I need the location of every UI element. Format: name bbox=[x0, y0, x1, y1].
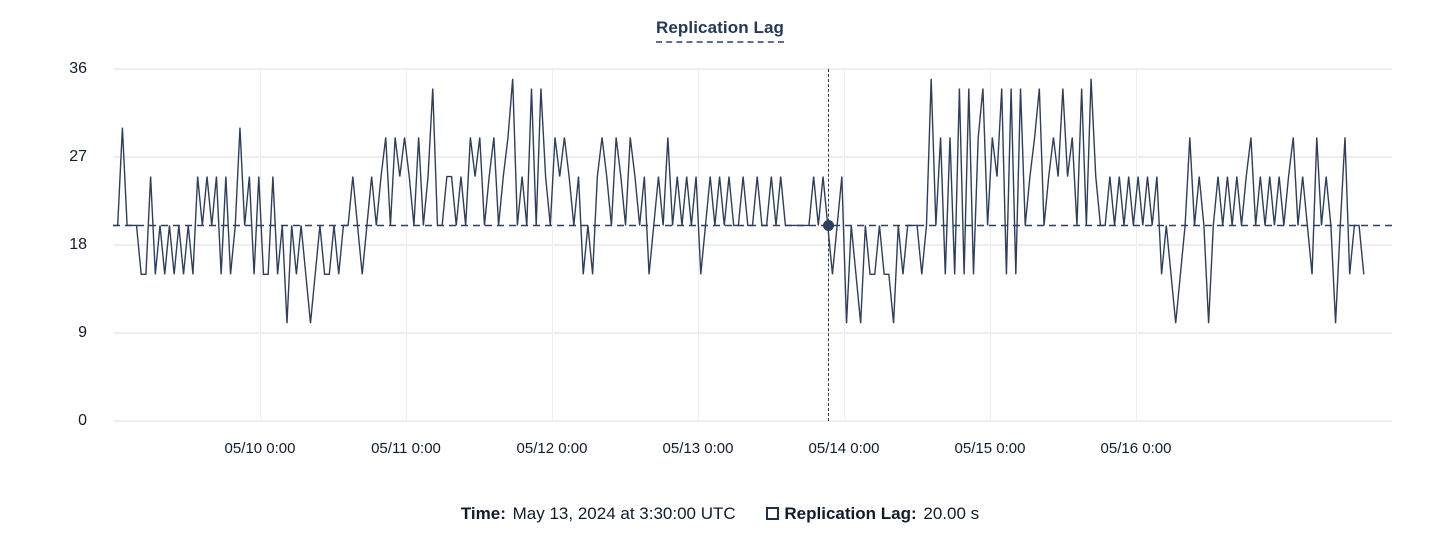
hover-crosshair-line bbox=[828, 69, 829, 421]
gridline-horizontal bbox=[113, 156, 1392, 158]
tooltip-time-label: Time: bbox=[460, 504, 506, 523]
x-axis-tick-label: 05/11 0:00 bbox=[371, 440, 441, 457]
gridline-vertical bbox=[406, 69, 407, 421]
gridline-vertical bbox=[990, 69, 991, 421]
y-axis-tick-label: 9 bbox=[78, 324, 87, 341]
gridline-horizontal bbox=[113, 244, 1392, 246]
chart-title-text[interactable]: Replication Lag bbox=[655, 18, 785, 43]
gridline-horizontal bbox=[113, 68, 1392, 70]
tooltip-series-label: Replication Lag: bbox=[784, 504, 917, 523]
x-axis-tick-label: 05/15 0:00 bbox=[954, 440, 1026, 457]
chart-title: Replication Lag bbox=[0, 18, 1440, 43]
series-line-replication-lag bbox=[113, 78, 1392, 324]
tooltip-footer: Time: May 13, 2024 at 3:30:00 UTC Replic… bbox=[0, 502, 1440, 526]
gridline-vertical bbox=[260, 69, 261, 421]
tooltip-series-group: Replication Lag: 20.00 s bbox=[766, 504, 979, 523]
tooltip-series-value: 20.00 s bbox=[923, 504, 980, 523]
series-path bbox=[113, 78, 1365, 324]
y-axis-tick-label: 36 bbox=[69, 60, 87, 77]
tooltip-time-group: Time: May 13, 2024 at 3:30:00 UTC bbox=[461, 504, 741, 523]
x-axis-tick-label: 05/10 0:00 bbox=[224, 440, 296, 457]
gridline-vertical bbox=[698, 69, 699, 421]
gridline-vertical bbox=[552, 69, 553, 421]
gridline-horizontal bbox=[113, 332, 1392, 334]
plot-area[interactable] bbox=[113, 68, 1392, 422]
x-axis-tick-label: 05/16 0:00 bbox=[1100, 440, 1172, 457]
gridline-horizontal bbox=[113, 420, 1392, 422]
y-axis-tick-label: 27 bbox=[69, 148, 87, 165]
gridline-vertical bbox=[1136, 69, 1137, 421]
tooltip-time-value: May 13, 2024 at 3:30:00 UTC bbox=[512, 504, 736, 523]
hover-point-marker[interactable] bbox=[822, 219, 834, 231]
x-axis-tick-label: 05/12 0:00 bbox=[516, 440, 588, 457]
y-axis-tick-label: 0 bbox=[78, 412, 87, 429]
square-outline-icon[interactable] bbox=[766, 507, 780, 520]
y-axis-tick-label: 18 bbox=[69, 236, 87, 253]
x-axis-tick-label: 05/14 0:00 bbox=[808, 440, 880, 457]
x-axis-tick-label: 05/13 0:00 bbox=[662, 440, 734, 457]
